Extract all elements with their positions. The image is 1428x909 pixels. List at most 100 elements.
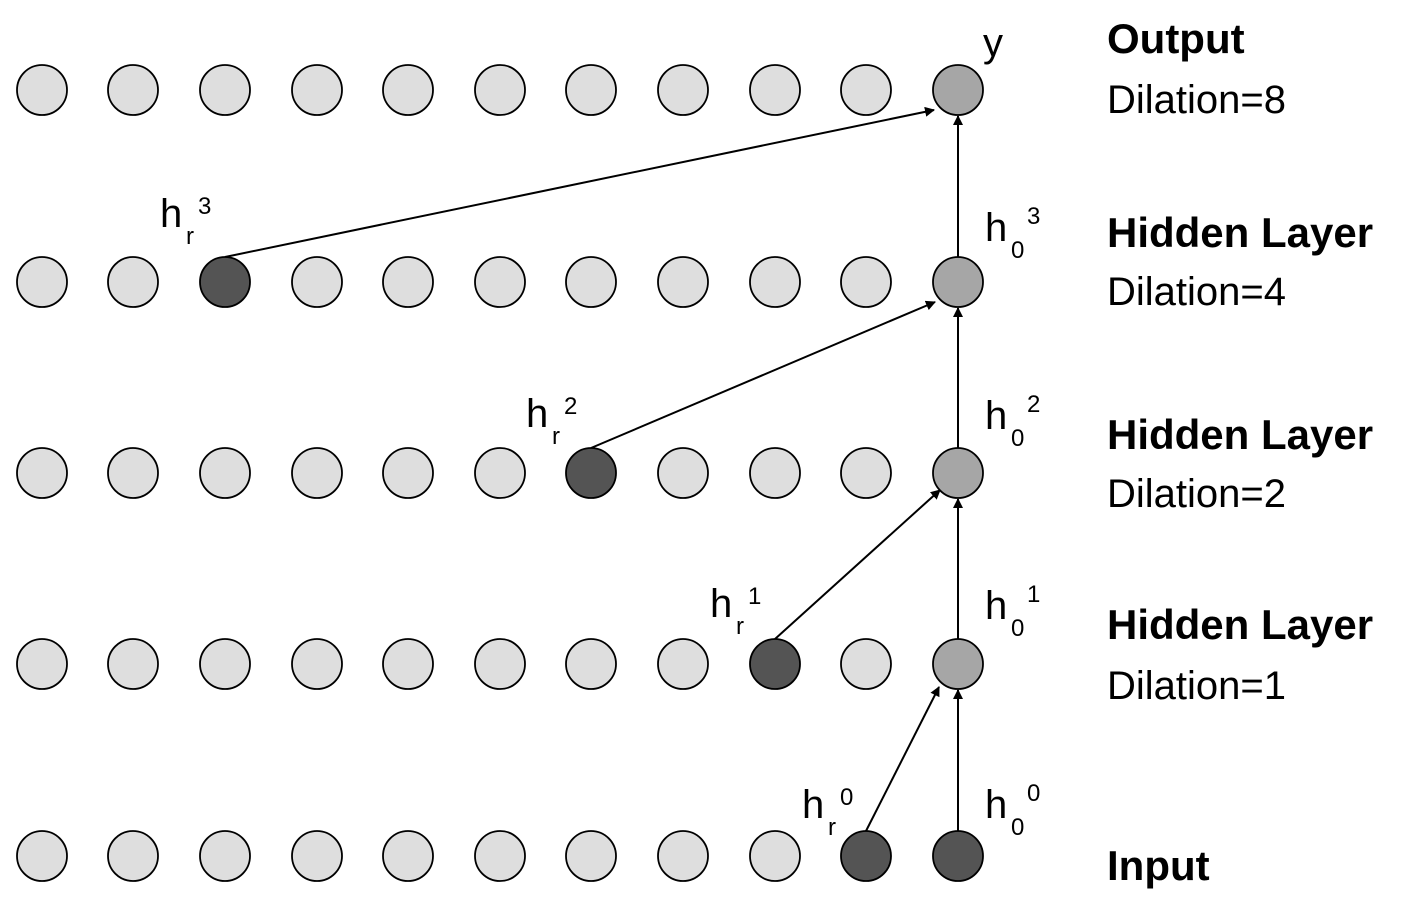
- h-r2-label: h r 2: [526, 392, 577, 450]
- h-r2-sub: r: [552, 423, 560, 450]
- layer-labels: Output Dilation=8 Hidden Layer Dilation=…: [1107, 15, 1373, 889]
- h-03-sup: 3: [1027, 203, 1040, 230]
- node-r1-c4: [382, 256, 434, 308]
- connection-arrows: [224, 106, 963, 832]
- node-r0-c8: [749, 64, 801, 116]
- input-layer-title: Input: [1107, 842, 1210, 889]
- node-r2-c1: [107, 447, 159, 499]
- node-r4-c8: [749, 830, 801, 882]
- node-r0-c4: [382, 64, 434, 116]
- node-r2-c2: [199, 447, 251, 499]
- node-r4-c0: [16, 830, 68, 882]
- h-r0-sub: r: [828, 814, 836, 841]
- node-r0-c3: [291, 64, 343, 116]
- output-y-label: y: [983, 21, 1003, 65]
- h-r1-sub: r: [736, 613, 744, 640]
- output-layer-dilation: Dilation=8: [1107, 78, 1286, 122]
- h-03-sub: 0: [1011, 237, 1024, 264]
- node-r2-c9: [840, 447, 892, 499]
- h-00-sub: 0: [1011, 814, 1024, 841]
- node-r3-c5: [474, 638, 526, 690]
- node-labels: y h r 3 h r 2 h r 1 h r 0 h 0 3 h: [160, 21, 1040, 841]
- node-r2-c3: [291, 447, 343, 499]
- h-r1-sup: 1: [748, 583, 761, 610]
- node-r2-c4: [382, 447, 434, 499]
- node-r0-c0: [16, 64, 68, 116]
- h-r3-sub: r: [186, 223, 194, 250]
- h-01-sup: 1: [1027, 581, 1040, 608]
- hidden-layer-4-title: Hidden Layer: [1107, 209, 1373, 256]
- receptive-node-r4-c10: [932, 830, 984, 882]
- node-r1-c3: [291, 256, 343, 308]
- node-r2-c7: [657, 447, 709, 499]
- h-03-label: h 0 3: [985, 203, 1040, 264]
- h-02-sup: 2: [1027, 391, 1040, 418]
- h-r3-label: h r 3: [160, 192, 211, 250]
- h-00-label: h 0 0: [985, 780, 1040, 841]
- hidden-layer-4-dilation: Dilation=4: [1107, 270, 1286, 314]
- node-r1-c8: [749, 256, 801, 308]
- node-r3-c3: [291, 638, 343, 690]
- h-01-sub: 0: [1011, 615, 1024, 642]
- arrow-hr2-to-h03: [590, 300, 936, 449]
- arrow-hr0-to-h01: [865, 686, 940, 832]
- node-r3-c2: [199, 638, 251, 690]
- arrow-hr1-to-h02: [774, 489, 941, 640]
- node-r4-c3: [291, 830, 343, 882]
- node-r1-c6: [565, 256, 617, 308]
- h-03-base: h: [985, 206, 1007, 250]
- h-02-label: h 0 2: [985, 391, 1040, 452]
- node-r3-c7: [657, 638, 709, 690]
- h-r0-base: h: [802, 783, 824, 827]
- h-r2-base: h: [526, 392, 548, 436]
- node-r1-c5: [474, 256, 526, 308]
- h-01-label: h 0 1: [985, 581, 1040, 642]
- hidden-layer-2-dilation: Dilation=2: [1107, 472, 1286, 516]
- node-r2-c8: [749, 447, 801, 499]
- h-02-base: h: [985, 394, 1007, 438]
- h-r1-label: h r 1: [710, 582, 761, 640]
- hidden-layer-1-dilation: Dilation=1: [1107, 664, 1286, 708]
- node-r3-c6: [565, 638, 617, 690]
- node-r0-c9: [840, 64, 892, 116]
- node-r0-c5: [474, 64, 526, 116]
- node-r2-c0: [16, 447, 68, 499]
- h-r1-base: h: [710, 582, 732, 626]
- node-r4-c6: [565, 830, 617, 882]
- node-r1-c7: [657, 256, 709, 308]
- h-00-base: h: [985, 783, 1007, 827]
- hidden-layer-2-title: Hidden Layer: [1107, 411, 1373, 458]
- current-node-r2-c10: [932, 447, 984, 499]
- h-r3-sup: 3: [198, 193, 211, 220]
- node-grid: [16, 64, 984, 882]
- node-r3-c1: [107, 638, 159, 690]
- node-r4-c2: [199, 830, 251, 882]
- node-r2-c5: [474, 447, 526, 499]
- receptive-node-r2-c6: [565, 447, 617, 499]
- node-r1-c9: [840, 256, 892, 308]
- node-r0-c1: [107, 64, 159, 116]
- node-r1-c1: [107, 256, 159, 308]
- h-00-sup: 0: [1027, 780, 1040, 807]
- h-r2-sup: 2: [564, 393, 577, 420]
- receptive-node-r4-c9: [840, 830, 892, 882]
- arrow-hr3-to-y: [224, 106, 935, 258]
- node-r4-c5: [474, 830, 526, 882]
- h-r0-sup: 0: [840, 784, 853, 811]
- output-layer-title: Output: [1107, 15, 1245, 62]
- node-r0-c7: [657, 64, 709, 116]
- h-01-base: h: [985, 584, 1007, 628]
- h-r0-label: h r 0: [802, 783, 853, 841]
- current-node-r0-c10: [932, 64, 984, 116]
- node-r0-c2: [199, 64, 251, 116]
- current-node-r3-c10: [932, 638, 984, 690]
- node-r3-c4: [382, 638, 434, 690]
- hidden-layer-1-title: Hidden Layer: [1107, 601, 1373, 648]
- node-r0-c6: [565, 64, 617, 116]
- current-node-r1-c10: [932, 256, 984, 308]
- node-r4-c1: [107, 830, 159, 882]
- node-r4-c7: [657, 830, 709, 882]
- node-r3-c0: [16, 638, 68, 690]
- h-r3-base: h: [160, 192, 182, 236]
